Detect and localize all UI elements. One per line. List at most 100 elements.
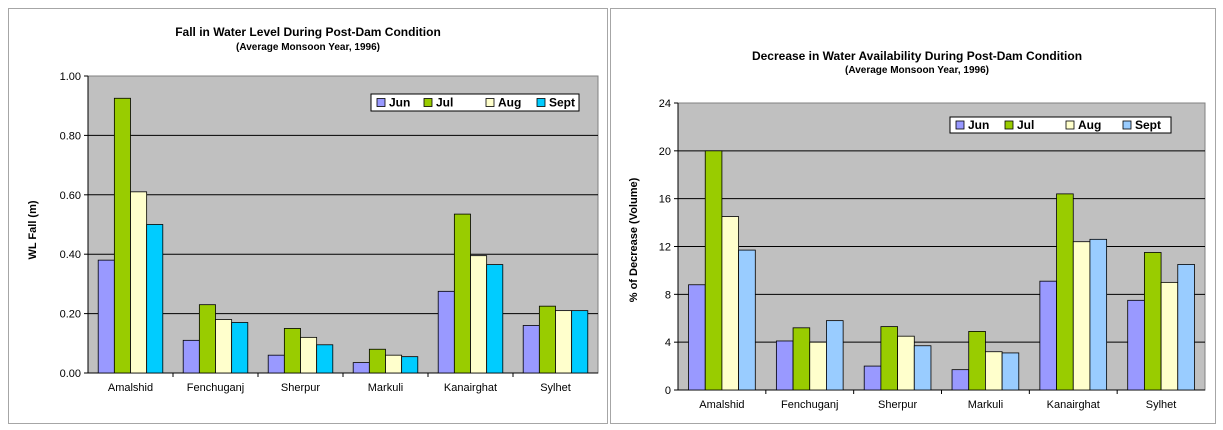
y-tick-label: 24 — [659, 98, 671, 110]
x-tick-label: Amalshid — [699, 399, 744, 411]
x-tick-label: Fenchuganj — [187, 382, 245, 394]
chart-title: Fall in Water Level During Post-Dam Cond… — [175, 25, 441, 39]
bar-sept-amalshid — [738, 249, 756, 391]
bar-jul-markuli — [968, 331, 986, 391]
legend-label-aug: Aug — [1078, 118, 1101, 132]
y-tick-label: 1.00 — [60, 71, 81, 83]
bar-jul-sylhet — [538, 305, 556, 374]
legend-label-jul: Jul — [1017, 118, 1034, 132]
legend-label-aug: Aug — [498, 96, 521, 110]
y-axis-label: % of Decrease (Volume) — [628, 177, 640, 302]
y-tick-label: 8 — [665, 289, 671, 301]
legend-label-jun: Jun — [968, 118, 989, 132]
y-axis-label: WL Fall (m) — [27, 200, 39, 259]
x-tick-label: Markuli — [368, 382, 403, 394]
y-tick-label: 0 — [665, 385, 671, 397]
legend-label-sept: Sept — [549, 96, 575, 110]
legend-label-sept: Sept — [1135, 118, 1161, 132]
plot-area — [87, 75, 599, 374]
bar-jun-sherpur — [267, 354, 285, 374]
bar-sept-markuli — [401, 356, 419, 374]
bar-jul-markuli — [368, 348, 386, 374]
legend-swatch-jul — [1004, 120, 1014, 130]
y-tick-label: 0.00 — [60, 368, 81, 380]
y-tick-label: 0.20 — [60, 309, 81, 321]
bar-jul-fenchuganj — [792, 327, 811, 391]
bar-jun-amalshid — [97, 259, 115, 374]
bar-sept-fenchuganj — [231, 322, 249, 374]
bar-sept-fenchuganj — [826, 320, 844, 391]
bar-sept-sherpur — [913, 345, 932, 391]
legend — [370, 93, 580, 112]
bar-aug-markuli — [385, 354, 403, 374]
y-tick-label: 0.80 — [60, 130, 81, 142]
bar-jun-markuli — [951, 369, 970, 391]
chart-subtitle: (Average Monsoon Year, 1996) — [236, 42, 380, 53]
bar-aug-markuli — [985, 351, 1003, 391]
bar-sept-kanairghat — [1089, 238, 1108, 391]
bar-jun-kanairghat — [1039, 280, 1057, 391]
bar-jun-fenchuganj — [182, 339, 200, 374]
bar-jul-kanairghat — [1056, 193, 1074, 391]
y-tick-label: 0.60 — [60, 190, 81, 202]
legend-swatch-jun — [376, 98, 386, 107]
bar-jun-markuli — [352, 362, 370, 374]
bar-aug-sylhet — [1160, 281, 1179, 391]
bar-sept-sherpur — [316, 344, 334, 374]
legend-swatch-sept — [1122, 120, 1132, 130]
bar-jun-kanairghat — [437, 290, 455, 374]
bar-sept-sylhet — [571, 310, 589, 374]
bar-aug-sylhet — [555, 310, 573, 374]
chart-panel-water-level-fall: Fall in Water Level During Post-Dam Cond… — [8, 8, 608, 424]
y-tick-label: 4 — [665, 337, 671, 349]
bar-jun-sherpur — [863, 365, 882, 391]
legend-swatch-jul — [423, 98, 433, 107]
bar-aug-kanairghat — [1072, 241, 1091, 391]
bar-jul-amalshid — [704, 150, 723, 391]
bar-jul-sylhet — [1143, 252, 1162, 391]
bar-aug-amalshid — [721, 216, 740, 391]
bar-jul-kanairghat — [453, 213, 471, 374]
bar-jul-amalshid — [113, 97, 131, 374]
bar-sept-sylhet — [1177, 264, 1195, 391]
bar-sept-markuli — [1001, 352, 1020, 391]
bar-aug-sherpur — [300, 336, 318, 374]
chart-title: Decrease in Water Availability During Po… — [752, 49, 1082, 63]
chart-panel-water-availability-decrease: Decrease in Water Availability During Po… — [610, 8, 1216, 424]
water-level-fall-chart: Fall in Water Level During Post-Dam Cond… — [27, 25, 599, 394]
bar-jun-fenchuganj — [775, 340, 794, 391]
x-tick-label: Sherpur — [281, 382, 320, 394]
x-tick-label: Markuli — [968, 399, 1003, 411]
legend-swatch-jun — [955, 120, 965, 130]
legend-swatch-aug — [1065, 120, 1075, 130]
bar-jun-sylhet — [522, 325, 540, 374]
y-tick-label: 0.40 — [60, 249, 81, 261]
legend-swatch-aug — [485, 98, 495, 107]
x-tick-label: Sherpur — [878, 399, 917, 411]
x-tick-label: Kanairghat — [444, 382, 497, 394]
bar-aug-fenchuganj — [215, 319, 233, 374]
y-tick-label: 20 — [659, 146, 671, 158]
bar-aug-fenchuganj — [809, 341, 827, 391]
y-tick-label: 16 — [659, 194, 671, 206]
bar-sept-kanairghat — [486, 264, 504, 374]
bar-aug-sherpur — [897, 335, 915, 391]
bar-jul-sherpur — [283, 328, 301, 374]
legend-label-jul: Jul — [436, 96, 453, 110]
x-tick-label: Kanairghat — [1047, 399, 1100, 411]
x-tick-label: Amalshid — [108, 382, 153, 394]
y-tick-label: 12 — [659, 242, 671, 254]
x-tick-label: Fenchuganj — [781, 399, 839, 411]
chart-subtitle: (Average Monsoon Year, 1996) — [845, 65, 989, 76]
water-availability-decrease-chart: Decrease in Water Availability During Po… — [628, 49, 1206, 411]
bar-jul-fenchuganj — [198, 304, 216, 374]
bar-aug-kanairghat — [470, 255, 488, 374]
x-tick-label: Sylhet — [1146, 399, 1177, 411]
bar-jun-amalshid — [688, 284, 706, 391]
legend-label-jun: Jun — [389, 96, 410, 110]
x-tick-label: Sylhet — [540, 382, 571, 394]
legend-swatch-sept — [536, 98, 546, 107]
bar-aug-amalshid — [130, 191, 148, 374]
bar-sept-amalshid — [146, 224, 164, 374]
bar-jul-sherpur — [880, 326, 898, 391]
